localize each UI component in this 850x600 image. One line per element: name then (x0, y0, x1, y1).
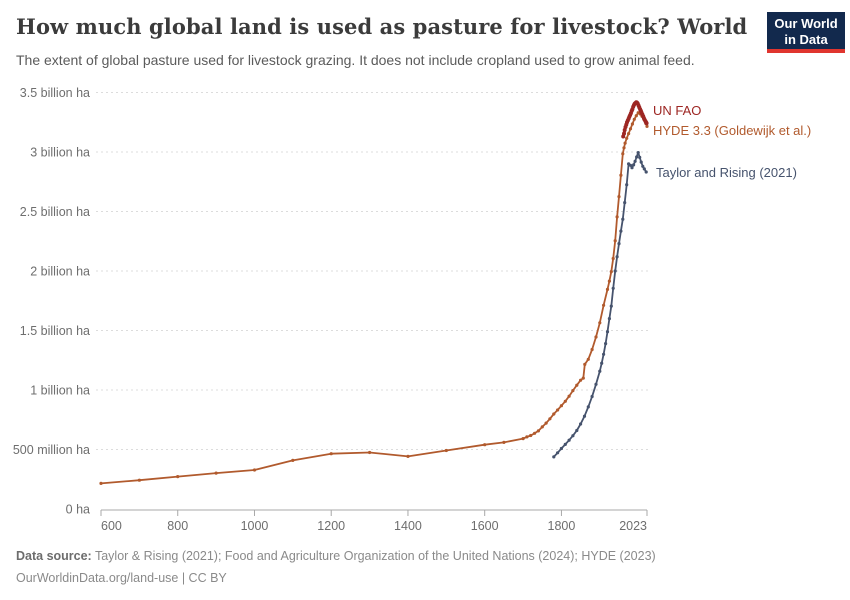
series-taylor-and-rising-2021[interactable] (552, 151, 648, 459)
legend-label-taylor-rising[interactable]: Taylor and Rising (2021) (656, 165, 797, 180)
svg-text:1 billion ha: 1 billion ha (30, 384, 90, 398)
series-un-fao[interactable] (621, 100, 649, 139)
svg-text:1.5 billion ha: 1.5 billion ha (20, 324, 90, 338)
y-gridlines (96, 92, 650, 450)
svg-text:0 ha: 0 ha (66, 503, 90, 517)
x-axis-labels: 600 800 1000 1200 1400 1600 1800 2023 (101, 519, 647, 533)
svg-text:500 million ha: 500 million ha (13, 443, 90, 457)
svg-text:2023: 2023 (619, 519, 647, 533)
svg-text:1000: 1000 (241, 519, 269, 533)
series-hyde-3-3-goldewijk-et-al[interactable] (99, 111, 649, 485)
svg-text:1600: 1600 (471, 519, 499, 533)
footer-datasource-line: Data source: Taylor & Rising (2021); Foo… (16, 545, 836, 567)
chart-subtitle: The extent of global pasture used for li… (16, 52, 695, 68)
svg-text:2 billion ha: 2 billion ha (30, 265, 90, 279)
svg-text:1800: 1800 (548, 519, 576, 533)
svg-text:3.5 billion ha: 3.5 billion ha (20, 86, 90, 100)
chart-title: How much global land is used as pasture … (16, 14, 748, 39)
owid-logo-line1: Our World (774, 16, 838, 31)
owid-logo-line2: in Data (784, 32, 828, 47)
footer-datasource-text: Taylor & Rising (2021); Food and Agricul… (91, 549, 656, 563)
svg-text:600: 600 (101, 519, 122, 533)
owid-logo[interactable]: Our World in Data (767, 12, 845, 53)
x-axis (100, 509, 648, 516)
svg-text:2.5 billion ha: 2.5 billion ha (20, 205, 90, 219)
svg-text:1400: 1400 (394, 519, 422, 533)
footer-license-line[interactable]: OurWorldinData.org/land-use | CC BY (16, 571, 227, 585)
legend-label-hyde[interactable]: HYDE 3.3 (Goldewijk et al.) (653, 123, 812, 138)
svg-text:800: 800 (167, 519, 188, 533)
svg-text:1200: 1200 (317, 519, 345, 533)
chart-footer: Data source: Taylor & Rising (2021); Foo… (16, 545, 836, 589)
footer-datasource-label: Data source: (16, 549, 92, 563)
svg-text:3 billion ha: 3 billion ha (30, 146, 90, 160)
y-axis-labels: 0 ha 500 million ha 1 billion ha 1.5 billio… (13, 86, 90, 517)
legend-label-un-fao[interactable]: UN FAO (653, 103, 702, 118)
